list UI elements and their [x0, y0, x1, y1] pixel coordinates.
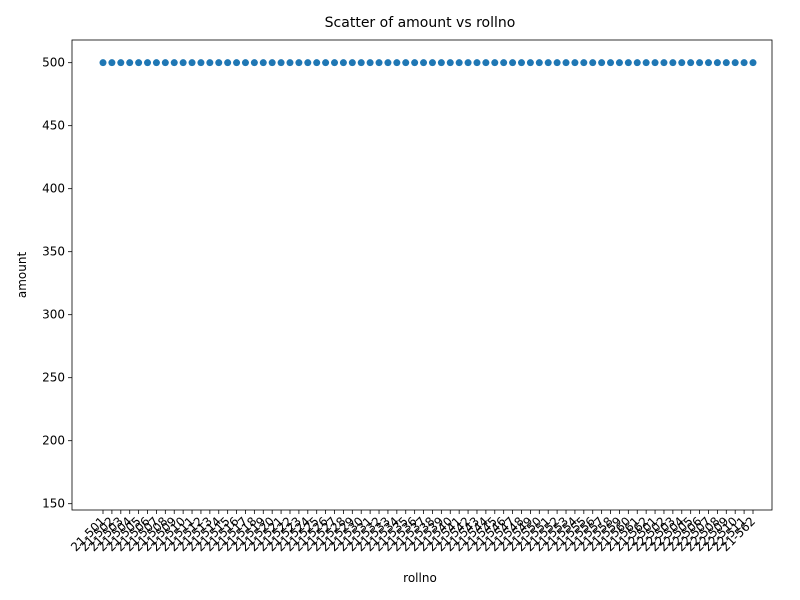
data-point [259, 59, 267, 67]
data-point [544, 59, 552, 67]
data-point [660, 59, 668, 67]
data-point [428, 59, 436, 67]
data-point [215, 59, 223, 67]
data-point [357, 59, 365, 67]
data-point [731, 59, 739, 67]
data-point [161, 59, 169, 67]
data-point [749, 59, 757, 67]
data-point [384, 59, 392, 67]
plot-frame [71, 39, 773, 511]
y-tick-label: 400 [42, 182, 65, 196]
data-point [126, 59, 134, 67]
data-point [224, 59, 232, 67]
data-point [375, 59, 383, 67]
data-point [277, 59, 285, 67]
y-tick-label: 450 [42, 119, 65, 133]
data-point [482, 59, 490, 67]
data-point [473, 59, 481, 67]
data-point [339, 59, 347, 67]
data-point [402, 59, 410, 67]
data-point [678, 59, 686, 67]
data-point [152, 59, 160, 67]
data-point [197, 59, 205, 67]
data-point [144, 59, 152, 67]
data-point [580, 59, 588, 67]
x-axis: 21-50121-50221-50321-50421-50521-50621-5… [68, 510, 758, 554]
data-point [740, 59, 748, 67]
data-point [170, 59, 178, 67]
data-point [233, 59, 241, 67]
data-point [295, 59, 303, 67]
data-point [553, 59, 561, 67]
data-point [455, 59, 463, 67]
data-point [179, 59, 187, 67]
data-point [446, 59, 454, 67]
data-points [99, 59, 757, 67]
data-point [526, 59, 534, 67]
data-point [722, 59, 730, 67]
data-point [589, 59, 597, 67]
data-point [624, 59, 632, 67]
data-point [633, 59, 641, 67]
data-point [615, 59, 623, 67]
data-point [500, 59, 508, 67]
data-point [108, 59, 116, 67]
data-point [393, 59, 401, 67]
data-point [669, 59, 677, 67]
data-point [535, 59, 543, 67]
data-point [509, 59, 517, 67]
data-point [607, 59, 615, 67]
data-point [304, 59, 312, 67]
data-point [348, 59, 356, 67]
data-point [704, 59, 712, 67]
data-point [250, 59, 258, 67]
data-point [642, 59, 650, 67]
data-point [517, 59, 525, 67]
y-tick-label: 500 [42, 56, 65, 70]
data-point [241, 59, 249, 67]
data-point [286, 59, 294, 67]
y-tick-label: 200 [42, 434, 65, 448]
data-point [491, 59, 499, 67]
data-point [696, 59, 704, 67]
data-point [687, 59, 695, 67]
data-point [206, 59, 214, 67]
data-point [651, 59, 659, 67]
data-point [313, 59, 321, 67]
y-axis-label: amount [15, 252, 29, 299]
data-point [322, 59, 330, 67]
data-point [411, 59, 419, 67]
data-point [437, 59, 445, 67]
data-point [117, 59, 125, 67]
data-point [99, 59, 107, 67]
data-point [366, 59, 374, 67]
data-point [188, 59, 196, 67]
data-point [713, 59, 721, 67]
y-tick-label: 250 [42, 371, 65, 385]
y-tick-label: 300 [42, 308, 65, 322]
chart-title: Scatter of amount vs rollno [325, 15, 516, 31]
data-point [331, 59, 339, 67]
y-tick-label: 350 [42, 245, 65, 259]
data-point [562, 59, 570, 67]
data-point [464, 59, 472, 67]
data-point [571, 59, 579, 67]
data-point [420, 59, 428, 67]
x-axis-label: rollno [403, 571, 437, 585]
y-axis: 150 200 250 300 350 400 450 500 [42, 56, 72, 511]
data-point [268, 59, 276, 67]
y-tick-label: 150 [42, 497, 65, 511]
data-point [135, 59, 143, 67]
data-point [598, 59, 606, 67]
